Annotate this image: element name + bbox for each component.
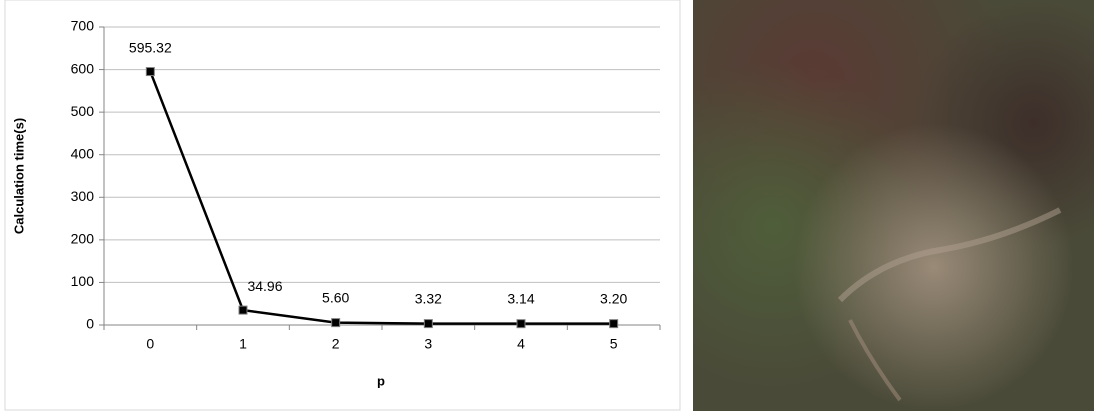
x-tick-label: 3 (424, 336, 432, 352)
x-tick-label: 0 (146, 336, 154, 352)
y-tick-label: 600 (71, 60, 95, 76)
y-tick-label: 500 (71, 103, 95, 119)
page: Calculation time(s) p 0 100 200 300 400 500 60… (0, 0, 1094, 411)
satellite-image (693, 0, 1094, 411)
x-tick-label: 2 (332, 336, 340, 352)
marker (424, 320, 432, 328)
y-tick-label: 100 (71, 273, 95, 289)
value-label: 34.96 (247, 278, 282, 294)
x-tick-label: 4 (517, 336, 525, 352)
x-tick-label: 5 (610, 336, 618, 352)
y-tick-label: 400 (71, 145, 95, 161)
y-tick-label: 200 (71, 231, 95, 247)
chart-frame (5, 0, 680, 410)
marker (332, 319, 340, 327)
y-tick-label: 700 (71, 18, 95, 34)
marker (146, 68, 154, 76)
y-tick-label: 0 (86, 316, 94, 332)
marker (610, 320, 618, 328)
value-label: 3.14 (507, 290, 534, 306)
y-tick-label: 300 (71, 188, 95, 204)
y-axis-label: Calculation time(s) (11, 118, 26, 234)
value-label: 5.60 (322, 289, 349, 305)
x-tick-label: 1 (239, 336, 247, 352)
marker (517, 320, 525, 328)
x-axis-label: p (377, 373, 385, 388)
value-label: 3.32 (415, 290, 442, 306)
value-label: 595.32 (129, 39, 172, 55)
value-label: 3.20 (600, 290, 627, 306)
marker (239, 306, 247, 314)
